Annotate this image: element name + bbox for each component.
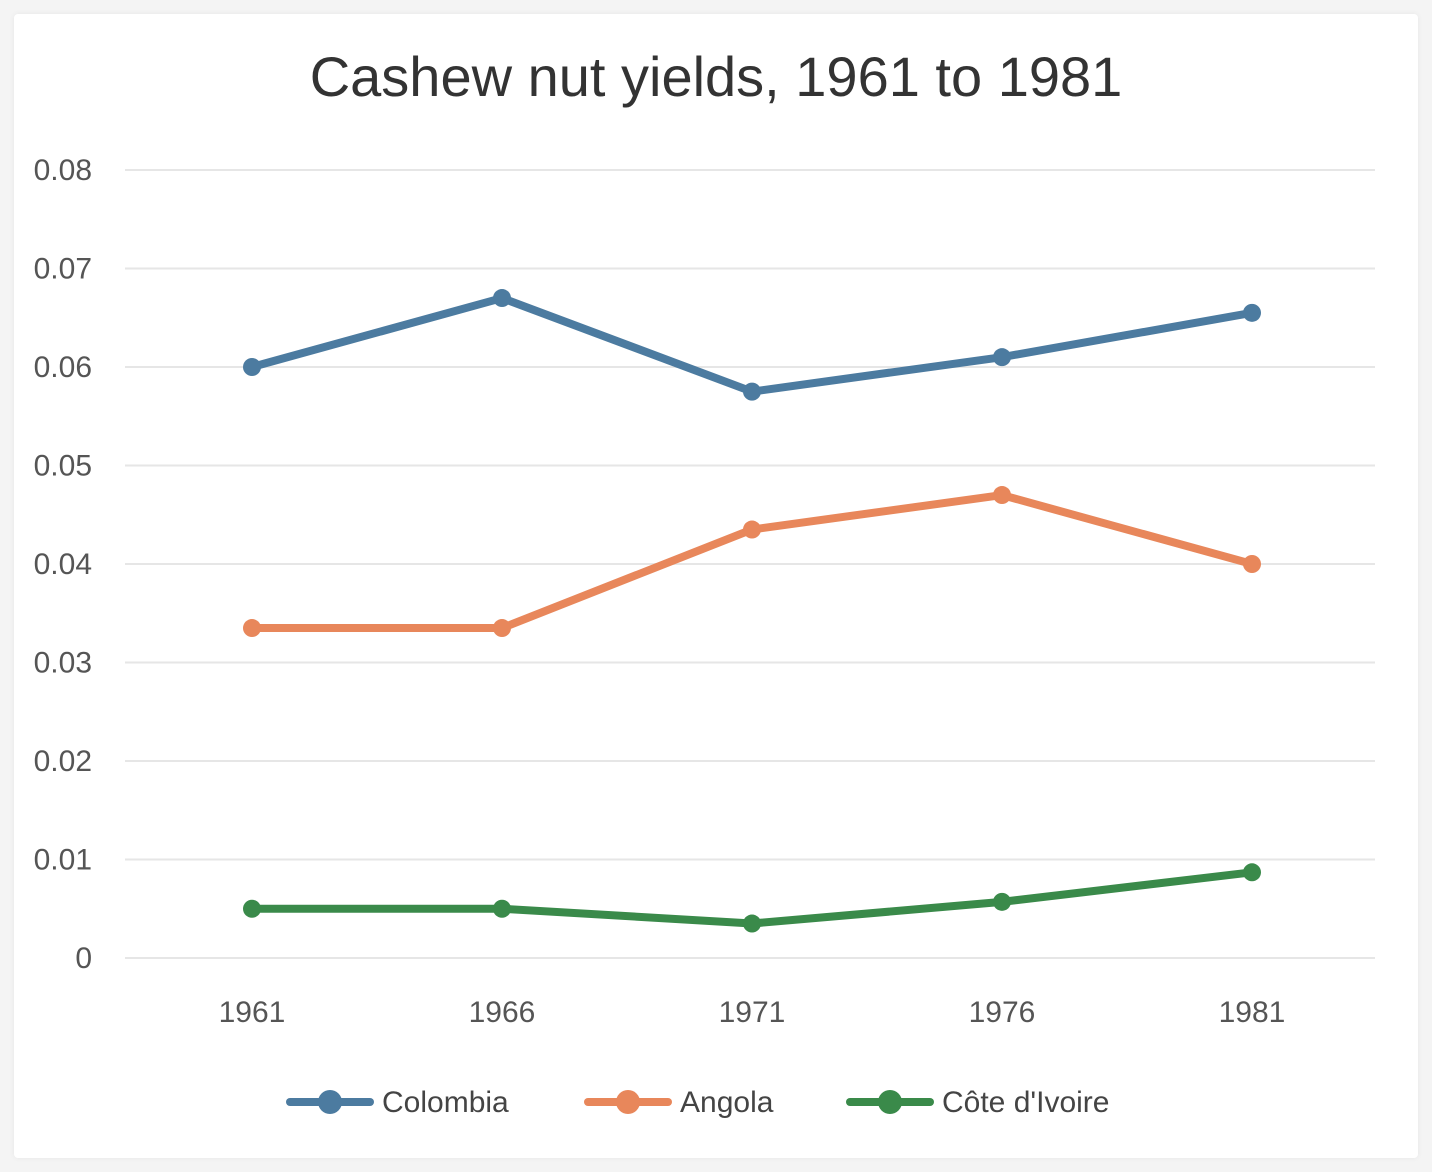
data-point[interactable] [1243, 863, 1261, 882]
y-axis-ticks: 0 0.01 0.02 0.03 0.04 0.05 0.06 0.07 0.08 [34, 154, 92, 975]
data-point[interactable] [1243, 555, 1261, 573]
x-tick-label: 1961 [219, 996, 286, 1029]
data-point[interactable] [493, 289, 511, 308]
x-tick-label: 1981 [1219, 996, 1286, 1029]
series-2 [243, 863, 1261, 933]
y-tick-label: 0.07 [34, 253, 92, 286]
data-point[interactable] [493, 619, 511, 638]
y-tick-label: 0.03 [34, 647, 92, 680]
legend-item-1[interactable]: Angola [584, 1086, 774, 1119]
x-tick-label: 1976 [969, 996, 1036, 1029]
data-point[interactable] [743, 914, 761, 933]
data-point[interactable] [493, 899, 511, 918]
series-lines [243, 289, 1261, 933]
x-tick-label: 1966 [469, 996, 536, 1029]
data-point[interactable] [243, 899, 261, 918]
y-tick-label: 0.02 [34, 745, 92, 778]
data-point[interactable] [993, 892, 1011, 911]
y-tick-label: 0.01 [34, 844, 92, 877]
legend-item-2[interactable]: Côte d'Ivoire [846, 1086, 1109, 1119]
gridlines [125, 169, 1375, 959]
data-point[interactable] [243, 619, 261, 638]
series-0 [243, 289, 1261, 401]
chart-card [14, 14, 1418, 1158]
legend-swatch-marker [878, 1090, 902, 1114]
series-1 [243, 486, 1261, 638]
legend-swatch-marker [318, 1090, 342, 1114]
y-tick-label: 0.08 [34, 154, 92, 187]
y-tick-label: 0.04 [34, 548, 92, 581]
series-line [248, 294, 1256, 396]
legend-swatch-marker [616, 1090, 640, 1114]
legend-label: Angola [680, 1086, 774, 1119]
legend-label: Colombia [382, 1086, 509, 1119]
data-point[interactable] [743, 382, 761, 401]
data-point[interactable] [1243, 303, 1261, 322]
x-tick-label: 1971 [719, 996, 786, 1029]
series-line [248, 491, 1256, 633]
y-tick-label: 0.06 [34, 351, 92, 384]
data-point[interactable] [743, 520, 761, 539]
legend-label: Côte d'Ivoire [942, 1086, 1109, 1119]
x-axis-ticks: 1961 1966 1971 1976 1981 [219, 996, 1286, 1029]
y-tick-label: 0 [75, 942, 92, 975]
legend-item-0[interactable]: Colombia [286, 1086, 509, 1119]
y-tick-label: 0.05 [34, 450, 92, 483]
legend: Colombia Angola Côte d'Ivoire [286, 1086, 1109, 1119]
chart-title: Cashew nut yields, 1961 to 1981 [310, 45, 1123, 108]
data-point[interactable] [993, 486, 1011, 505]
data-point[interactable] [993, 348, 1011, 367]
data-point[interactable] [243, 358, 261, 376]
